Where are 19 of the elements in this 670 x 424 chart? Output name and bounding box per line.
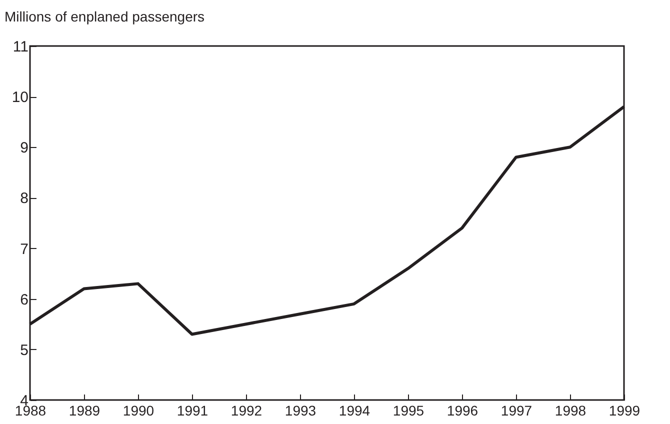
x-tick-label: 1990 — [122, 402, 154, 418]
x-tick-label: 1995 — [392, 402, 424, 418]
x-tick-label: 1994 — [338, 402, 370, 418]
x-tick-label: 1991 — [176, 402, 208, 418]
y-tick-label: 7 — [20, 240, 28, 258]
y-tick-label: 5 — [20, 342, 28, 359]
y-tick-label: 6 — [20, 291, 28, 308]
y-axis-title: Millions of enplaned passengers — [4, 8, 205, 24]
x-tick-label: 1996 — [446, 402, 478, 418]
x-tick-label: 1989 — [68, 402, 100, 418]
x-tick-label: 1998 — [554, 402, 586, 418]
x-tick-label: 1992 — [230, 402, 262, 418]
x-tick-label: 1997 — [500, 402, 532, 418]
x-tick-label: 1993 — [284, 402, 316, 418]
y-tick-label: 8 — [20, 190, 28, 208]
x-tick-label: 1999 — [608, 402, 640, 418]
y-tick-label: 11 — [12, 38, 28, 56]
y-tick-label: 9 — [20, 140, 28, 157]
y-tick-label: 10 — [12, 89, 28, 106]
